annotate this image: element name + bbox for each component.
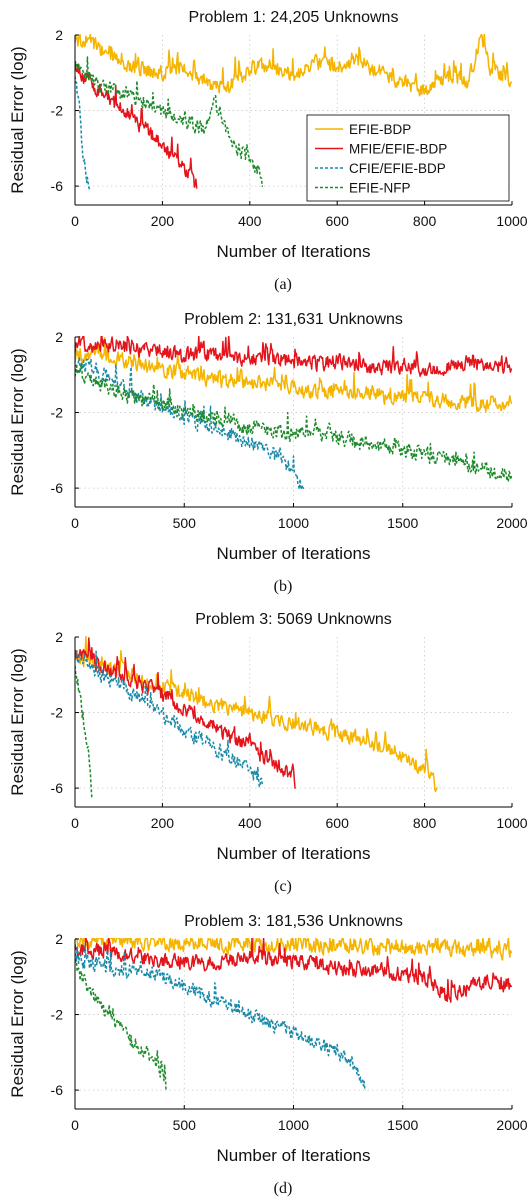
y-axis-label: Residual Error (log) xyxy=(8,348,27,495)
chart-title: Problem 3: 181,536 Unknowns xyxy=(184,913,403,930)
y-tick-label: -2 xyxy=(51,705,64,721)
x-tick-label: 1500 xyxy=(387,1117,418,1133)
x-tick-label: 0 xyxy=(71,515,79,531)
series-line-mfie-efie-bdp xyxy=(75,61,198,189)
x-tick-label: 2000 xyxy=(496,515,527,531)
x-axis-label: Number of Iterations xyxy=(216,1146,370,1165)
series-line-efie-bdp xyxy=(75,938,512,961)
x-tick-label: 2000 xyxy=(496,1117,527,1133)
x-tick-label: 800 xyxy=(413,815,437,831)
x-axis-label: Number of Iterations xyxy=(216,844,370,863)
x-tick-label: 400 xyxy=(238,815,262,831)
chart-svg: Problem 1: 24,205 Unknowns 0 200 400 600 800 1… xyxy=(8,9,528,293)
series-line-efie-bdp xyxy=(75,336,512,413)
x-tick-label: 600 xyxy=(326,213,350,229)
x-axis-label: Number of Iterations xyxy=(216,544,370,563)
x-tick-label: 0 xyxy=(71,1117,79,1133)
x-axis-label: Number of Iterations xyxy=(216,242,370,261)
x-tick-label: 1000 xyxy=(278,1117,309,1133)
chart-panel-a: Problem 1: 24,205 Unknowns 0 200 400 600 800 1… xyxy=(0,0,532,300)
series-line-cfie-efie-bdp xyxy=(75,649,263,788)
panel-caption: (b) xyxy=(274,578,293,595)
series-line-mfie-efie-bdp xyxy=(75,637,296,789)
legend: EFIE-BDP MFIE/EFIE-BDP CFIE/EFIE-BDP EFIE-N… xyxy=(306,114,510,202)
y-tick-label: -6 xyxy=(51,178,64,194)
series-line-efie-bdp xyxy=(75,636,438,793)
chart-svg: Problem 3: 5069 Unknowns 0 200 400 600 800 100… xyxy=(8,611,528,895)
x-tick-label: 500 xyxy=(173,515,197,531)
chart-panel-b: Problem 2: 131,631 Unknowns 0 500 1000 1500 2… xyxy=(0,302,532,602)
x-tick-label: 600 xyxy=(326,815,350,831)
y-tick-label: -6 xyxy=(51,780,64,796)
y-tick-label: 2 xyxy=(55,629,63,645)
y-tick-label: -2 xyxy=(51,405,64,421)
series-line-mfie-efie-bdp xyxy=(75,336,512,377)
x-tick-label: 1500 xyxy=(387,515,418,531)
series-line-cfie-efie-bdp xyxy=(75,944,366,1091)
series-line-efie-nfp xyxy=(75,363,512,482)
series-line-efie-nfp xyxy=(75,56,263,187)
y-tick-label: 2 xyxy=(55,27,63,43)
panel-caption: (a) xyxy=(274,276,292,293)
y-tick-label: 2 xyxy=(55,931,63,947)
panel-caption: (c) xyxy=(274,878,292,895)
x-tick-label: 200 xyxy=(151,815,175,831)
legend-label: MFIE/EFIE-BDP xyxy=(349,142,447,157)
x-tick-label: 1000 xyxy=(496,815,527,831)
chart-svg: Problem 2: 131,631 Unknowns 0 500 1000 1500 2… xyxy=(8,311,528,595)
y-tick-label: -6 xyxy=(51,1082,64,1098)
legend-label: EFIE-NFP xyxy=(349,181,411,196)
y-tick-label: -6 xyxy=(51,480,64,496)
chart-title: Problem 2: 131,631 Unknowns xyxy=(184,311,403,328)
chart-svg: Problem 3: 181,536 Unknowns 0 500 1000 1500 2… xyxy=(8,913,528,1197)
series-line-cfie-efie-bdp xyxy=(75,357,305,490)
chart-title: Problem 1: 24,205 Unknowns xyxy=(189,9,399,26)
x-tick-label: 0 xyxy=(71,815,79,831)
series-line-efie-nfp xyxy=(75,959,167,1091)
x-tick-label: 0 xyxy=(71,213,79,229)
y-tick-label: -2 xyxy=(51,103,64,119)
y-tick-label: -2 xyxy=(51,1007,64,1023)
series-line-mfie-efie-bdp xyxy=(75,938,512,1003)
x-tick-label: 400 xyxy=(238,213,262,229)
legend-label: EFIE-BDP xyxy=(349,122,411,137)
x-tick-label: 200 xyxy=(151,213,175,229)
x-tick-label: 800 xyxy=(413,213,437,229)
y-axis-label: Residual Error (log) xyxy=(8,648,27,795)
panel-caption: (d) xyxy=(274,1180,293,1197)
x-tick-label: 1000 xyxy=(496,213,527,229)
series-line-cfie-efie-bdp xyxy=(75,76,91,191)
x-tick-label: 500 xyxy=(173,1117,197,1133)
legend-label: CFIE/EFIE-BDP xyxy=(349,161,446,176)
y-axis-label: Residual Error (log) xyxy=(8,950,27,1097)
series-line-efie-nfp xyxy=(75,665,93,799)
chart-panel-d: Problem 3: 181,536 Unknowns 0 500 1000 1500 2… xyxy=(0,904,532,1204)
series-line-efie-bdp xyxy=(75,34,512,97)
y-axis-label: Residual Error (log) xyxy=(8,46,27,193)
chart-panel-c: Problem 3: 5069 Unknowns 0 200 400 600 800 100… xyxy=(0,602,532,902)
chart-title: Problem 3: 5069 Unknowns xyxy=(195,611,392,628)
x-tick-label: 1000 xyxy=(278,515,309,531)
y-tick-label: 2 xyxy=(55,329,63,345)
